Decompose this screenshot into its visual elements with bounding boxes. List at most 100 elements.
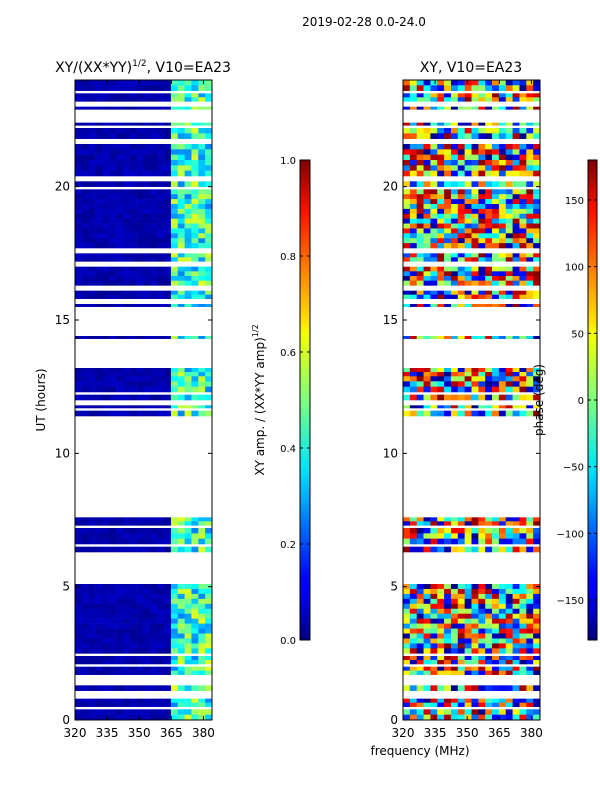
heatmap-cell (403, 623, 411, 629)
heatmap-cell (457, 218, 465, 224)
heatmap-cell (129, 410, 137, 417)
heatmap-cell (498, 165, 507, 171)
heatmap-cell (485, 228, 493, 234)
heatmap-cell (129, 238, 137, 244)
heatmap-cell (416, 368, 424, 373)
heatmap-cell (505, 218, 513, 224)
heatmap-cell (205, 336, 213, 339)
heatmap-cell (533, 257, 541, 262)
heatmap-cell (533, 199, 541, 205)
heatmap-cell (457, 613, 465, 619)
heatmap-cell (164, 208, 172, 215)
heatmap-cell (512, 685, 520, 691)
heatmap-cell (122, 405, 131, 409)
heatmap-cell (403, 144, 411, 150)
heatmap-cell (164, 656, 172, 661)
heatmap-cell (95, 584, 103, 590)
heatmap-cell (177, 698, 185, 703)
heatmap-cell (109, 106, 117, 110)
heatmap-cell (409, 204, 417, 210)
heatmap-cell (191, 336, 199, 339)
heatmap-cell (403, 290, 411, 295)
heatmap-cell (177, 271, 185, 277)
heatmap-cell (88, 199, 96, 205)
heatmap-cell (512, 189, 520, 195)
heatmap-cell (184, 165, 192, 171)
heatmap-cell (423, 643, 431, 649)
heatmap-cell (143, 660, 151, 665)
heatmap-cell (81, 93, 89, 98)
heatmap-cell (122, 128, 131, 134)
heatmap-cell (492, 128, 500, 134)
heatmap-cell (512, 603, 520, 610)
heatmap-cell (75, 223, 83, 229)
heatmap-cell (184, 304, 192, 307)
heatmap-cell (129, 656, 137, 661)
heatmap-cell (533, 304, 541, 307)
heatmap-cell (95, 603, 103, 610)
heatmap-cell (177, 608, 185, 615)
heatmap-cell (102, 656, 110, 661)
heatmap-cell (88, 698, 96, 703)
heatmap-cell (75, 714, 83, 721)
heatmap-cell (122, 643, 131, 649)
heatmap-cell (409, 181, 417, 187)
heatmap-cell (409, 122, 417, 126)
heatmap-cell (409, 670, 417, 675)
heatmap-cell (191, 666, 199, 671)
heatmap-cell (492, 528, 500, 534)
heatmap-cell (478, 613, 486, 619)
heatmap-cell (526, 290, 534, 295)
heatmap-cell (471, 546, 479, 553)
heatmap-cell (109, 405, 117, 409)
heatmap-cell (205, 208, 213, 215)
heatmap-cell (81, 638, 89, 644)
heatmap-cell (471, 204, 479, 210)
heatmap-cell (136, 85, 144, 91)
heatmap-cell (122, 714, 131, 721)
heatmap-cell (102, 97, 110, 102)
heatmap-cell (81, 223, 89, 229)
heatmap-cell (498, 603, 507, 610)
heatmap-cell (95, 656, 103, 661)
heatmap-cell (170, 648, 179, 654)
heatmap-cell (464, 243, 472, 249)
heatmap-cell (81, 199, 89, 205)
heatmap-cell (81, 714, 89, 721)
heatmap-cell (143, 149, 151, 155)
heatmap-cell (478, 194, 486, 200)
right-heatmap (403, 80, 541, 721)
heatmap-cell (485, 372, 493, 377)
heatmap-cell (129, 628, 137, 634)
heatmap-cell (102, 638, 110, 644)
heatmap-cell (505, 97, 513, 102)
heatmap-cell (430, 618, 438, 624)
heatmap-cell (430, 154, 438, 161)
heatmap-cell (505, 702, 513, 707)
heatmap-cell (143, 228, 151, 234)
heatmap-cell (88, 584, 96, 590)
heatmap-cell (512, 538, 520, 545)
heatmap-cell (95, 243, 103, 249)
heatmap-cell (437, 106, 445, 110)
heatmap-cell (498, 271, 507, 277)
heatmap-cell (478, 376, 486, 382)
heatmap-cell (437, 165, 445, 171)
y-tick-label: 20 (55, 180, 70, 194)
heatmap-cell (116, 160, 124, 166)
heatmap-cell (526, 189, 534, 195)
heatmap-cell (75, 160, 83, 166)
heatmap-cell (512, 97, 520, 102)
heatmap-cell (116, 208, 124, 215)
heatmap-cell (177, 181, 185, 187)
heatmap-cell (464, 223, 472, 229)
colorbar-tick-label: 0.4 (280, 444, 296, 455)
heatmap-cell (533, 702, 541, 707)
heatmap-cell (143, 394, 151, 401)
heatmap-cell (485, 623, 493, 629)
heatmap-cell (198, 372, 206, 377)
heatmap-cell (498, 608, 507, 615)
heatmap-cell (498, 181, 507, 187)
heatmap-cell (457, 294, 465, 299)
heatmap-cell (471, 218, 479, 224)
